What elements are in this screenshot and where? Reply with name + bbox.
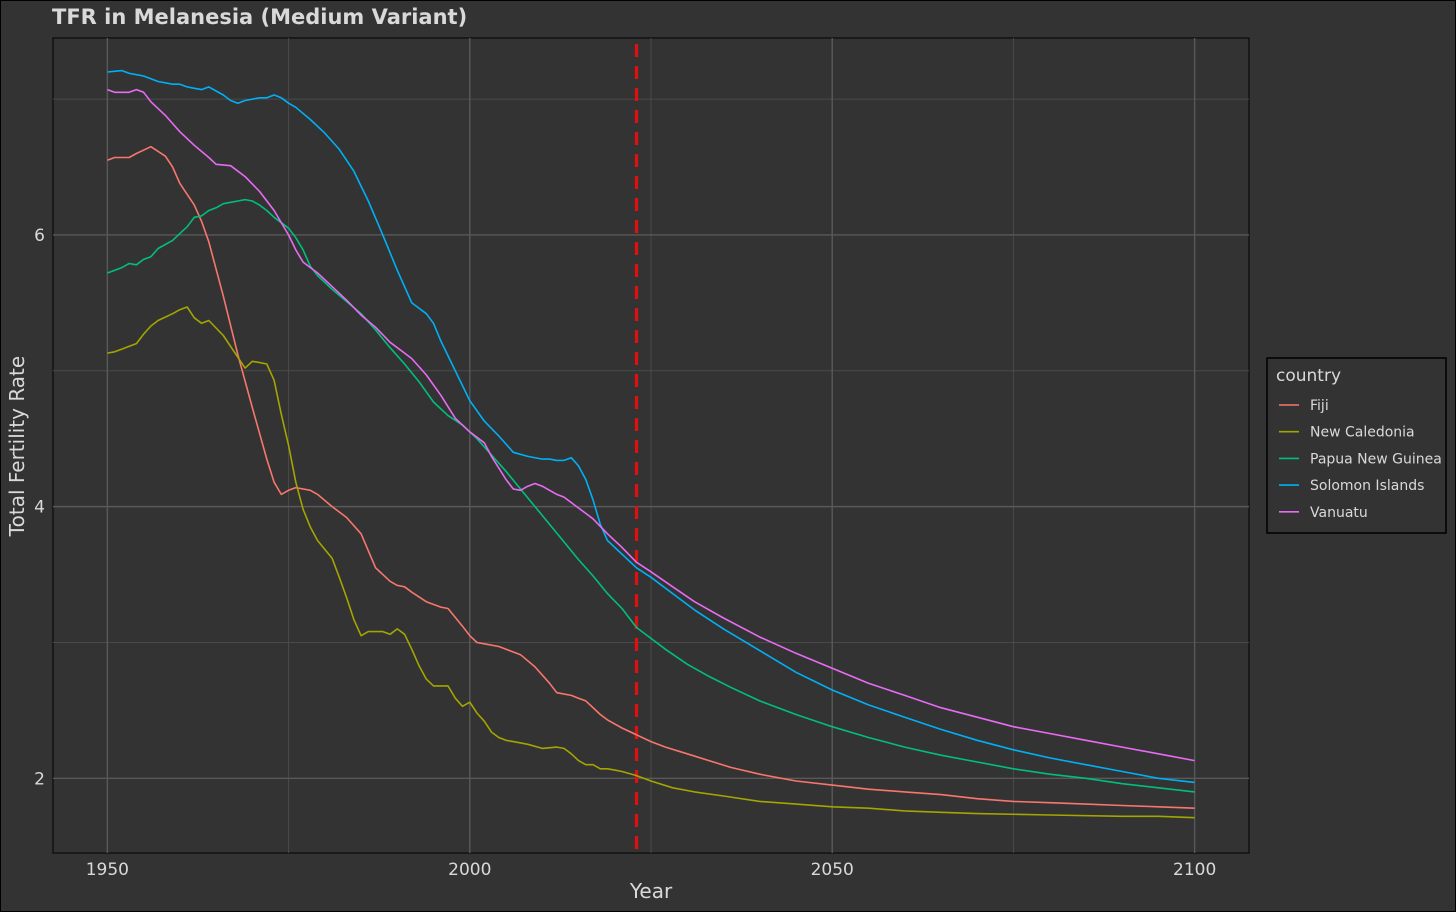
legend-box: [1266, 357, 1447, 534]
series-line-papua-new-guinea: [107, 198, 1195, 793]
y-tick-label: 6: [34, 226, 45, 246]
series-line-new-caledonia: [107, 306, 1195, 819]
series-line-vanuatu: [107, 88, 1195, 762]
grid-lines: [53, 38, 1249, 853]
x-tick-label: 1950: [86, 860, 129, 880]
y-axis-ticks: 2 4 6: [34, 226, 45, 789]
legend-label-new-caledonia: New Caledonia: [1310, 425, 1415, 441]
y-tick-label: 4: [34, 498, 45, 518]
legend-label-solomon-islands: Solomon Islands: [1310, 478, 1424, 494]
series-line-solomon-islands: [107, 69, 1195, 784]
series-layer: [107, 69, 1195, 819]
x-axis-title: Year: [629, 879, 673, 903]
x-tick-label: 2000: [448, 860, 491, 880]
chart-title: TFR in Melanesia (Medium Variant): [52, 5, 467, 29]
y-axis-title: Total Fertility Rate: [5, 356, 29, 537]
x-tick-label: 2100: [1173, 860, 1216, 880]
legend-label-fiji: Fiji: [1310, 398, 1329, 414]
y-tick-label: 2: [34, 769, 45, 789]
legend-label-papua-new-guinea: Papua New Guinea: [1310, 451, 1442, 467]
legend-title: country: [1276, 366, 1341, 386]
x-tick-label: 2050: [811, 860, 854, 880]
series-line-fiji: [107, 145, 1195, 809]
legend-label-vanuatu: Vanuatu: [1310, 505, 1368, 521]
legend-items: Fiji New Caledonia Papua New Guinea Solomon…: [1279, 398, 1442, 521]
legend: country Fiji New Caledonia Papua New Guine…: [1266, 357, 1447, 534]
x-axis-ticks: 1950 2000 2050 2100: [86, 860, 1217, 880]
